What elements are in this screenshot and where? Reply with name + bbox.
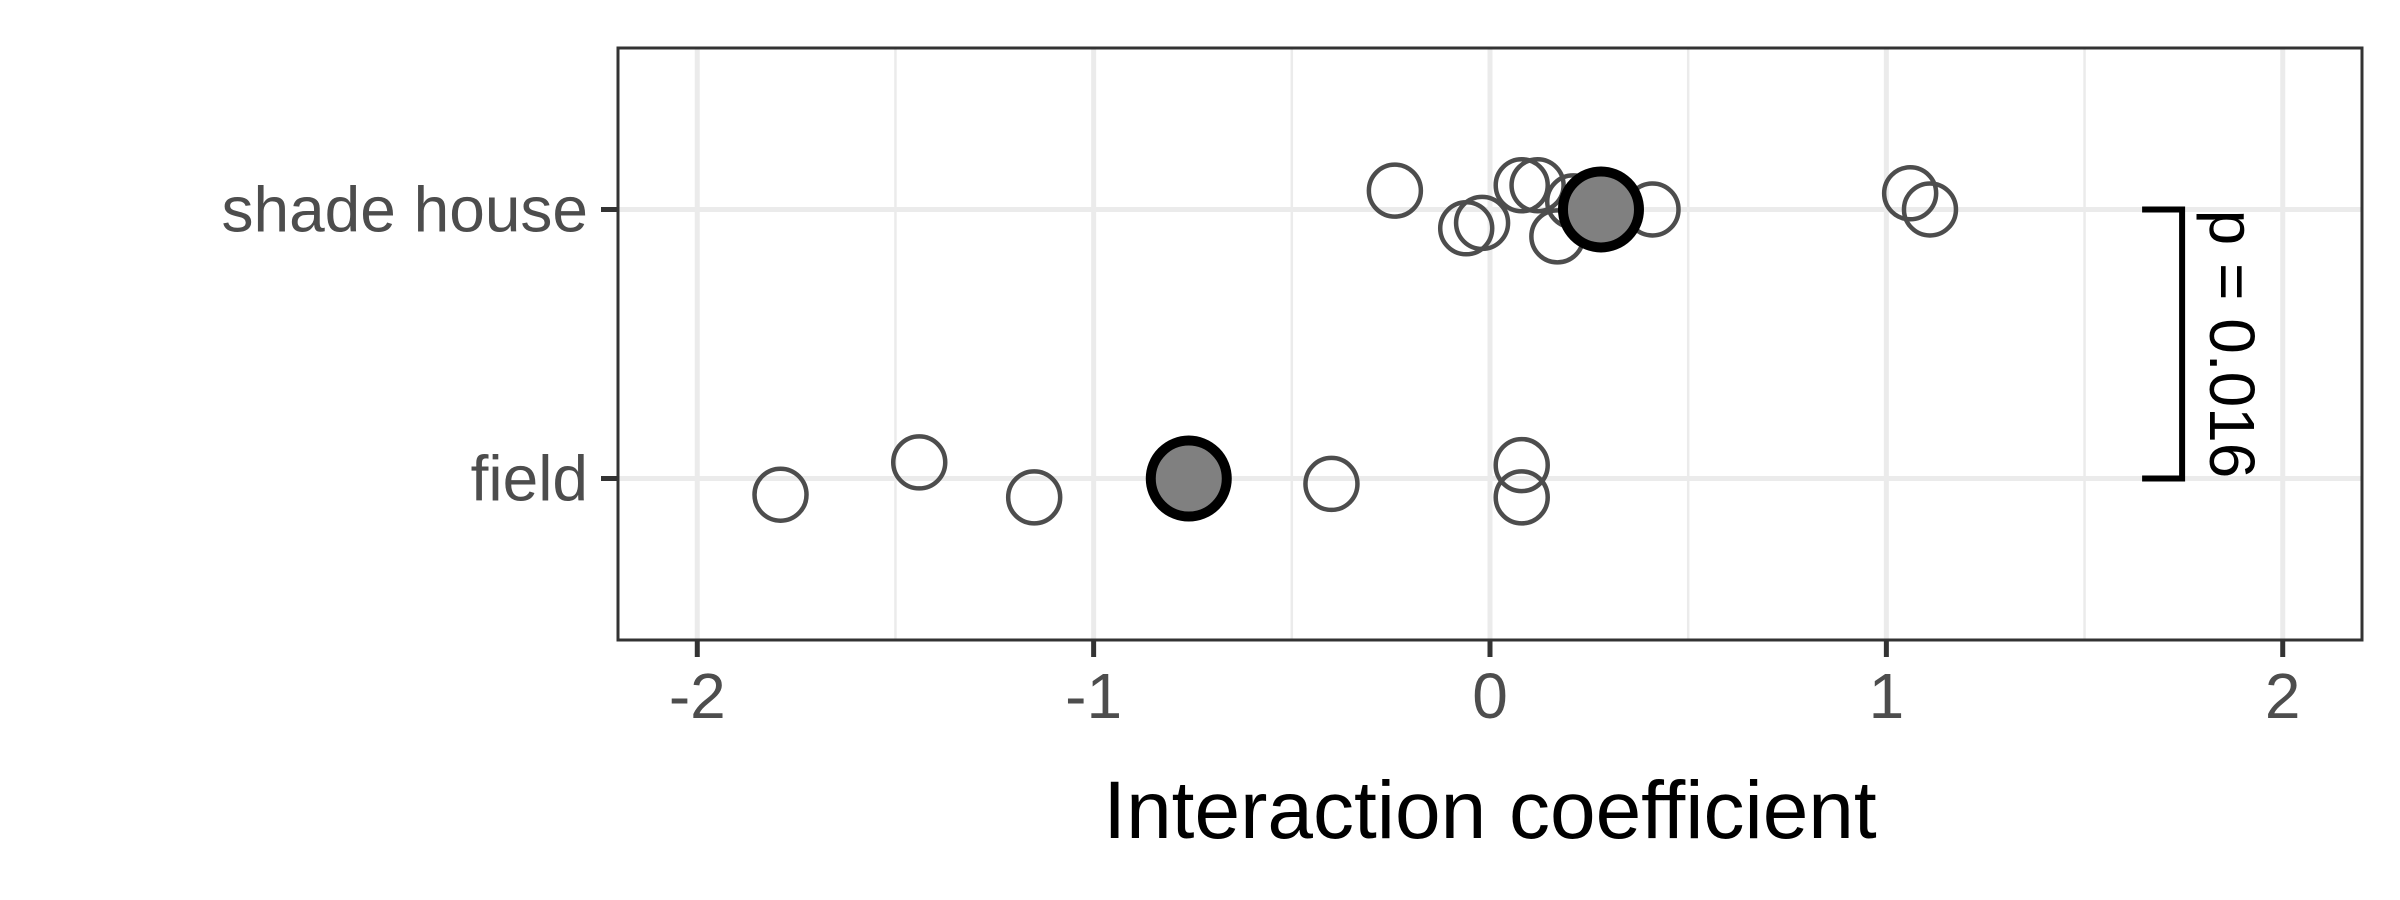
data-points — [752, 156, 1959, 526]
significance-annotation: p = 0.016 — [2142, 206, 2268, 482]
data-point — [1303, 455, 1360, 513]
x-tick-label: -1 — [1065, 660, 1122, 732]
mean-point — [1145, 435, 1232, 522]
x-tick-label: 2 — [2265, 660, 2301, 732]
data-point — [1493, 436, 1550, 494]
data-point — [1366, 162, 1424, 219]
x-axis-title: Interaction coefficient — [1103, 765, 1877, 856]
grid-minor — [894, 48, 2086, 640]
x-tick-label: 0 — [1472, 660, 1508, 732]
y-axis: field shade house — [221, 173, 618, 515]
group-means — [1145, 166, 1644, 522]
grid-major — [618, 48, 2362, 640]
data-point — [890, 434, 948, 491]
data-point — [1509, 156, 1566, 214]
data-point — [752, 466, 809, 523]
y-tick-label: shade house — [221, 173, 588, 245]
data-point — [1881, 165, 1939, 222]
data-point — [1493, 156, 1550, 214]
data-point — [1493, 469, 1550, 526]
p-value-label: p = 0.016 — [2196, 210, 2268, 479]
data-point — [1453, 194, 1511, 252]
x-tick-label: -2 — [669, 660, 726, 732]
y-tick-label: field — [471, 443, 588, 515]
x-axis: -2 -1 0 1 2 — [669, 640, 2301, 732]
data-point — [1005, 469, 1063, 526]
significance-bracket — [2142, 206, 2186, 482]
mean-point — [1557, 166, 1644, 253]
data-point — [1901, 181, 1959, 238]
x-tick-label: 1 — [1869, 660, 1905, 732]
